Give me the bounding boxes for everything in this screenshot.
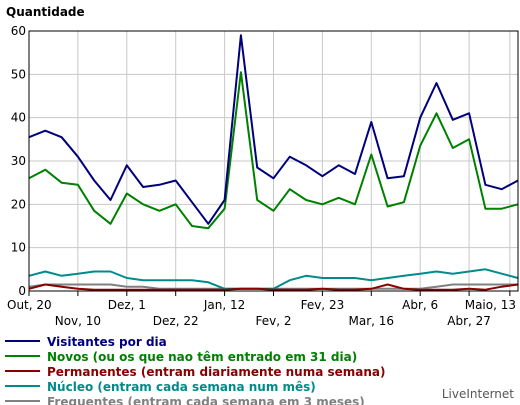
series-line-1: [28, 71, 519, 230]
legend-label: Núcleo (entram cada semana num mês): [47, 380, 316, 394]
y-tick-label: 30: [11, 154, 26, 168]
x-tick-label: Maio, 13: [465, 298, 516, 312]
legend-label: Frequentes (entram cada semana em 3 mese…: [47, 395, 365, 405]
x-tick-label: Dez, 1: [108, 298, 146, 312]
x-tick-label: Jan, 12: [203, 298, 245, 312]
y-axis-label: Quantidade: [6, 5, 85, 19]
series-line-2: [28, 283, 519, 291]
y-tick-labels: 0 10 20 30 40 50 60: [11, 24, 26, 298]
y-tick-label: 60: [11, 24, 26, 38]
x-tick-label: Abr, 27: [447, 314, 491, 328]
y-tick-label: 50: [11, 67, 26, 81]
y-tick-label: 20: [11, 197, 26, 211]
plot-frame: [28, 30, 519, 292]
x-tick-label: Dez, 22: [153, 314, 199, 328]
legend-label: Visitantes por dia: [47, 335, 167, 349]
x-tick-label: Mar, 16: [349, 314, 395, 328]
watermark: LiveInternet: [442, 387, 514, 401]
x-tick-label: Nov, 10: [55, 314, 101, 328]
legend-label: Permanentes (entram diariamente numa sem…: [47, 365, 386, 379]
y-tick-label: 10: [11, 241, 26, 255]
y-tick-label: 40: [11, 111, 26, 125]
x-tick-label: Abr, 6: [402, 298, 438, 312]
y-tick-label: 0: [18, 284, 26, 298]
series-line-0: [28, 34, 519, 225]
series-lines: [28, 34, 519, 291]
x-tick-label: Out, 20: [7, 298, 52, 312]
legend-label: Novos (ou os que nao têm entrado em 31 d…: [47, 350, 357, 364]
grid: [29, 31, 518, 291]
x-tick-label: Fev, 23: [301, 298, 345, 312]
x-tick-label: Fev, 2: [256, 314, 292, 328]
